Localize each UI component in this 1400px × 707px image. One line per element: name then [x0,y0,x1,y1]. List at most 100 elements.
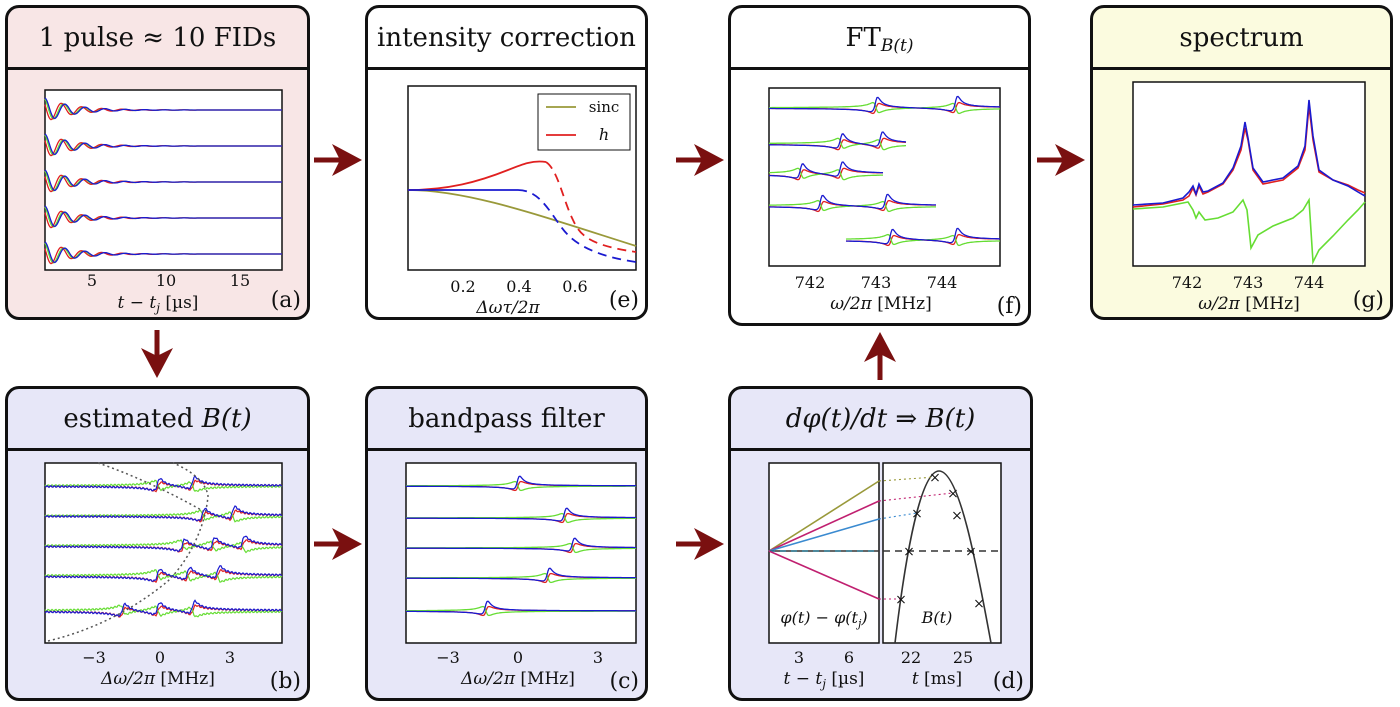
arrow-a-to-e [314,144,362,176]
tick-b-0: −3 [82,648,106,667]
axis-label-d-left: t − tj [µs] [784,669,865,691]
arrow-f-to-g [1037,144,1085,176]
tick-g-1: 743 [1233,273,1264,292]
panel-e: intensity correction sinc h 0.2 0.4 0.6 … [365,5,648,320]
b-label: B(t) [921,608,953,627]
panel-c-title: bandpass filter [368,389,645,451]
marker-cross: × [973,596,985,612]
panel-e-title: intensity correction [368,8,645,70]
panel-a-title: 1 pulse ≈ 10 FIDs [8,8,307,70]
fid-trace [44,97,282,120]
panel-a-plot: 5 10 15 t − tj [µs] [8,70,307,317]
panel-g: spectrum 742 743 744 ω/2π [MHz] (g) [1090,5,1393,320]
ft-trace [846,227,1000,245]
estimated-b-plot: −3 0 3 Δω/2π [MHz] [44,462,283,689]
b-trace [44,479,283,493]
arrow-b-to-c [314,528,362,560]
panel-f-tag: (f) [996,294,1022,319]
arrow-c-to-d [676,528,724,560]
arrow-a-to-b [141,330,173,378]
tick-c-0: −3 [436,648,460,667]
c-trace [406,480,636,492]
tick-f-0: 742 [795,273,826,292]
arrow-e-to-f [676,144,724,176]
panel-e-tag: (e) [608,288,639,313]
arrow-d-to-f [864,332,896,380]
panel-b-title: estimated B(t) [8,389,307,451]
phase-plot: φ(t) − φ(tj) × × × × × × × × B(t) 3 6 22 25 t −… [768,462,1002,691]
tick-d-1: 6 [844,648,854,667]
panel-c-plot: −3 0 3 Δω/2π [MHz] [368,451,645,698]
fid-trace [44,241,282,264]
panel-d-tag: (d) [992,669,1024,694]
b-trace [44,538,283,554]
fid-trace [44,133,282,156]
legend-sinc: sinc [589,98,620,116]
tick-a-0: 5 [87,271,97,290]
axis-label-g: ω/2π [MHz] [1198,294,1299,314]
tick-a-2: 15 [230,271,250,290]
marker-cross: × [951,508,963,524]
correction-plot: sinc h 0.2 0.4 0.6 Δωτ/2π [407,85,637,317]
tick-e-0: 0.2 [450,277,475,296]
tick-d-3: 25 [953,648,973,667]
ft-trace [769,101,1000,115]
ft-trace [768,161,884,179]
tick-d-0: 3 [794,648,804,667]
marker-cross: × [903,544,915,560]
panel-g-tag: (g) [1352,288,1384,313]
panel-g-plot: 742 743 744 ω/2π [MHz] [1093,70,1390,317]
b-trace [44,604,283,618]
panel-f: FT B(t) 742 743 744 ω/2π [MHz] (f) [728,5,1031,326]
panel-c: bandpass filter −3 0 3 Δω/2π [MHz] (c) [365,386,648,701]
ft-trace [769,95,1001,113]
b-trace [44,535,283,553]
panel-a-tag: (a) [270,288,301,313]
panel-b-tag: (b) [269,669,301,694]
tick-g-0: 742 [1172,273,1203,292]
bandpass-plot: −3 0 3 Δω/2π [MHz] [405,462,637,689]
panel-d-plot: φ(t) − φ(tj) × × × × × × × × B(t) 3 6 22 25 t −… [731,451,1030,698]
c-trace [406,507,636,522]
b-trace [44,599,283,618]
tick-d-2: 22 [901,648,921,667]
ft-trace [769,137,907,151]
tick-e-2: 0.6 [562,277,587,296]
panel-b-plot: −3 0 3 Δω/2π [MHz] [8,451,307,698]
fid-plot: 5 10 15 t − tj [µs] [44,89,283,315]
b-trace [44,505,283,522]
tick-b-1: 0 [155,648,165,667]
marker-cross: × [929,470,941,486]
c-trace [406,600,636,615]
panel-c-tag: (c) [609,669,640,694]
tick-g-2: 744 [1294,273,1325,292]
axis-label-f: ω/2π [MHz] [830,294,931,314]
panel-f-plot: 742 743 744 ω/2π [MHz] [731,70,1028,323]
b-trace [44,565,283,582]
tick-c-2: 3 [593,648,603,667]
tick-a-1: 10 [156,271,176,290]
phi-label: φ(t) − φ(tj) [780,608,867,630]
panel-b: estimated B(t) −3 0 3 Δω/2π [MHz] (b) [5,386,310,701]
marker-cross: × [965,544,977,560]
panel-g-title: spectrum [1093,8,1390,70]
marker-cross: × [947,486,959,502]
legend-h: h [599,125,609,144]
axis-label-b: Δω/2π [MHz] [100,669,215,689]
tick-f-2: 744 [927,273,958,292]
tick-b-2: 3 [225,648,235,667]
fid-trace [44,205,282,228]
c-trace [406,475,636,490]
fid-trace [44,169,282,192]
tick-c-1: 0 [513,648,523,667]
panel-d-title: dφ(t)/dt ⇒ B(t) [731,389,1030,451]
panel-d: dφ(t)/dt ⇒ B(t) φ(t) − φ(tj) × × × × × × × × B(… [728,386,1033,701]
marker-cross: × [911,506,923,522]
panel-e-plot: sinc h 0.2 0.4 0.6 Δωτ/2π [368,70,645,317]
c-trace [406,567,636,582]
tick-f-1: 743 [861,273,892,292]
ft-trace [768,167,883,181]
marker-cross: × [895,592,907,608]
c-trace [406,537,636,552]
axis-label-e: Δωτ/2π [475,298,540,317]
